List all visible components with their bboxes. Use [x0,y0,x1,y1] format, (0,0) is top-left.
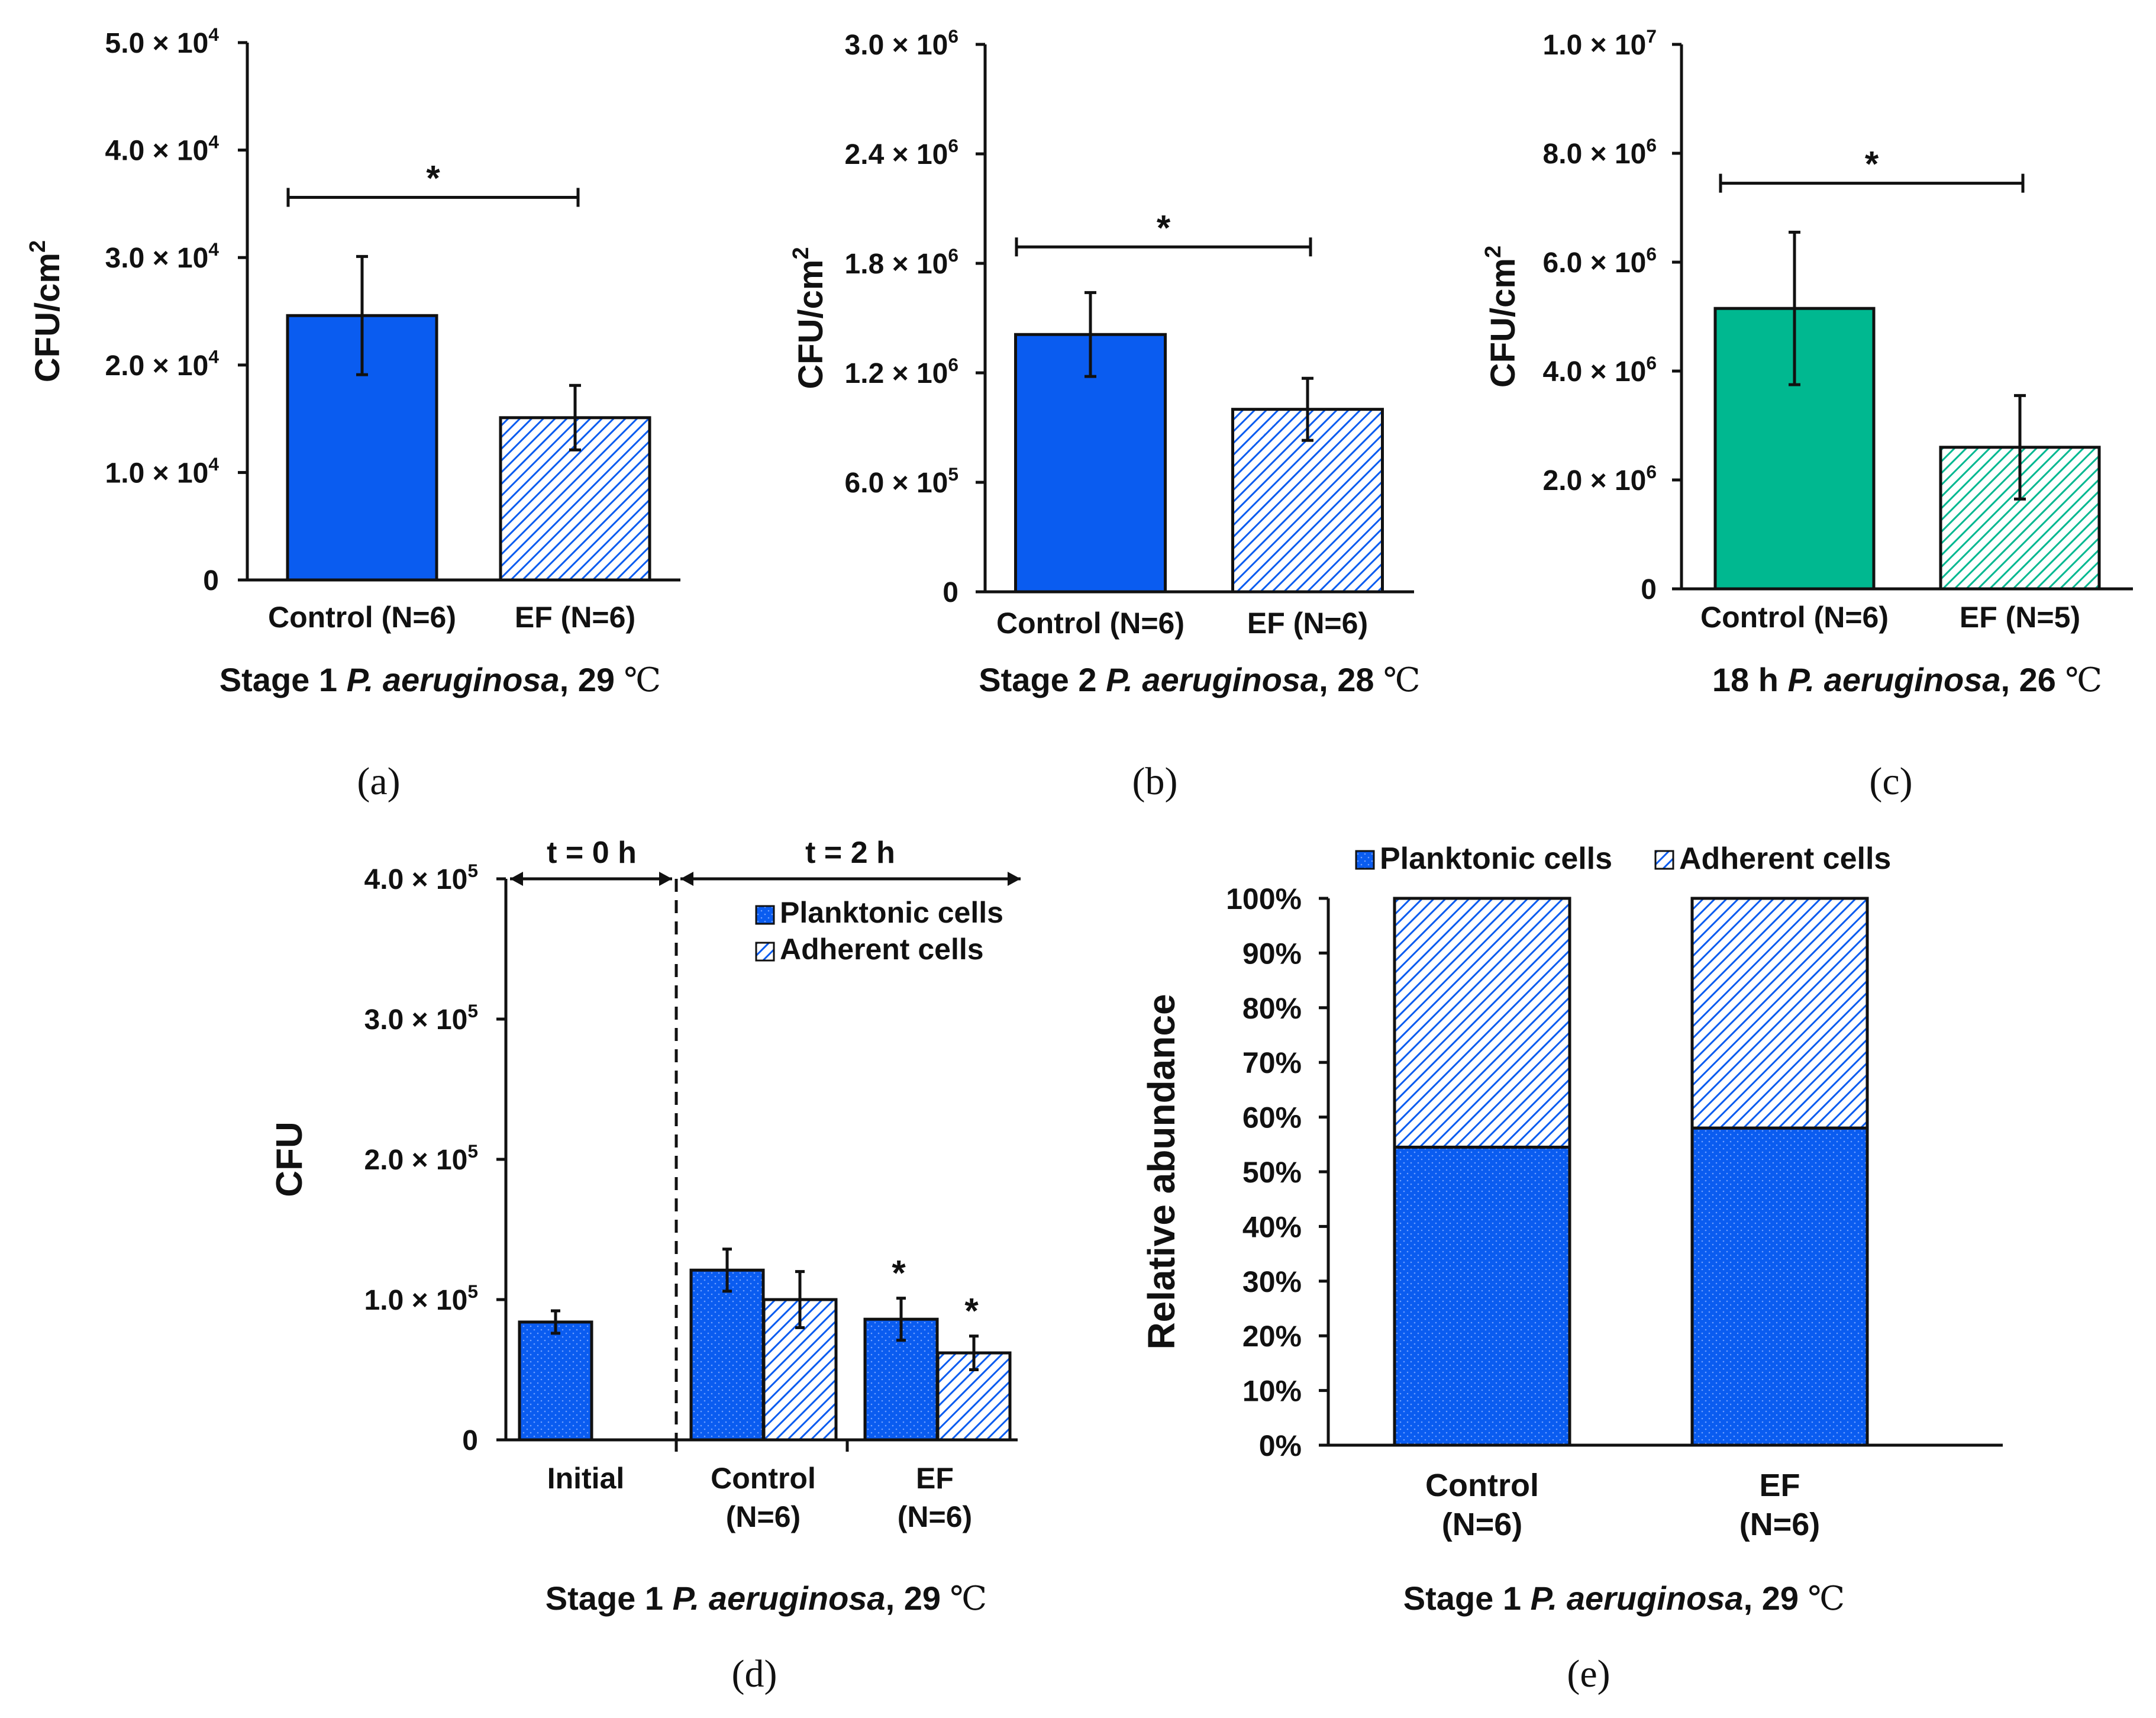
legend-label: Planktonic cells [780,896,1003,929]
y-axis-title: Relative abundance [1140,994,1183,1349]
x-category-label: EF [1759,1468,1800,1503]
y-axis-title: CFU [269,1121,310,1197]
y-tick-label: 4.0 × 106 [1543,352,1657,388]
x-category-label: EF [916,1462,954,1495]
legend-label: Adherent cells [1679,842,1891,876]
y-axis-title: CFU/cm2 [25,240,67,382]
y-tick-label: 8.0 × 106 [1543,134,1657,170]
panel-b: 0 6.0 × 105 1.2 × 106 1.8 × 106 2.4 × 106 3.0… [789,25,1421,803]
panel-c: 0 2.0 × 106 4.0 × 106 6.0 × 106 8.0 × 106 1.0… [1481,25,2133,803]
y-tick-label: 4.0 × 105 [364,860,478,895]
significance-star: * [892,1253,906,1293]
panel-label: (d) [732,1652,777,1696]
y-tick-label: 5.0 × 104 [105,24,220,59]
x-category-label: Control (N=6) [996,607,1184,640]
y-tick-label: 1.0 × 107 [1543,25,1657,61]
legend-swatch [1355,850,1375,870]
y-tick-label: 4.0 × 104 [105,131,220,166]
x-category-label: Control [1425,1468,1539,1503]
y-tick-label: 6.0 × 105 [845,463,958,499]
panel-caption: Stage 1 P. aeruginosa, 29 ℃ [220,661,661,700]
bar-segment [1690,897,1869,1130]
panel-caption: 18 h P. aeruginosa, 26 ℃ [1712,661,2102,700]
panel-e: 0% 10% 20% 30% 40% 50% 60% 70% 80% 90% 100% Relativ… [1140,842,2003,1696]
y-tick-label: 0 [943,577,958,608]
y-tick-label: 2.4 × 106 [845,135,958,170]
x-category-sublabel: (N=6) [1442,1507,1523,1542]
x-category-label: Control (N=6) [268,601,456,634]
y-tick-label: 3.0 × 106 [845,25,958,61]
legend-label: Planktonic cells [1380,842,1612,876]
x-category-label: Control [711,1462,816,1495]
y-axis-title: CFU/cm2 [1481,246,1522,388]
y-tick-label: 30% [1242,1265,1302,1298]
time-label-0h: t = 0 h [547,836,637,870]
y-tick-label: 1.2 × 106 [845,354,958,389]
y-tick-label: 60% [1242,1101,1302,1134]
y-tick-label: 1.0 × 105 [364,1281,478,1316]
significance-star: * [1157,208,1171,247]
y-tick-label: 1.8 × 106 [845,244,958,280]
bar [689,1268,765,1442]
legend-swatch [1654,850,1674,870]
y-tick-label: 2.0 × 104 [105,346,220,382]
y-tick-label: 50% [1242,1156,1302,1189]
legend-label: Adherent cells [780,933,984,966]
y-tick-label: 2.0 × 105 [364,1140,478,1176]
x-category-sublabel: (N=6) [1739,1507,1821,1542]
y-tick-label: 90% [1242,937,1302,970]
y-tick-label: 0 [1641,574,1657,605]
bar [518,1320,593,1442]
significance-star: * [426,159,440,198]
y-tick-label: 2.0 × 106 [1543,461,1657,497]
significance-star: * [1865,144,1879,184]
x-category-label: EF (N=5) [1960,601,2080,634]
panel-a: 0 1.0 × 104 2.0 × 104 3.0 × 104 4.0 × 104 5.0… [25,24,680,803]
panel-label: (c) [1869,760,1912,803]
x-category-label: EF (N=6) [515,601,635,634]
y-tick-label: 80% [1242,992,1302,1025]
panel-d: 0 1.0 × 105 2.0 × 105 3.0 × 105 4.0 × 105 CFU… [269,836,1021,1696]
y-tick-label: 10% [1242,1375,1302,1408]
y-tick-label: 0% [1259,1429,1302,1462]
panel-caption: Stage 1 P. aeruginosa, 29 ℃ [1403,1580,1845,1618]
panel-caption: Stage 1 P. aeruginosa, 29 ℃ [546,1580,987,1618]
x-category-sublabel: (N=6) [726,1500,801,1533]
x-category-label: Control (N=6) [1700,601,1889,634]
y-tick-label: 6.0 × 106 [1543,243,1657,279]
time-label-2h: t = 2 h [805,836,895,870]
y-tick-label: 1.0 × 104 [105,453,220,489]
y-tick-label: 0 [203,565,219,597]
y-tick-label: 100% [1226,882,1302,916]
legend-swatch [755,942,775,962]
y-tick-label: 3.0 × 104 [105,238,220,274]
x-category-sublabel: (N=6) [898,1500,972,1533]
y-tick-label: 40% [1242,1210,1302,1243]
legend-swatch [755,905,775,925]
panel-label: (b) [1132,760,1178,803]
bar-segment [1690,1126,1869,1447]
bar-segment [1393,1145,1571,1447]
y-tick-label: 0 [462,1425,478,1456]
panel-label: (e) [1567,1652,1610,1696]
y-axis-title: CFU/cm2 [789,247,830,389]
panel-label: (a) [357,760,400,803]
y-tick-label: 20% [1242,1320,1302,1353]
x-category-label: Initial [547,1462,625,1495]
bar-segment [1393,897,1571,1149]
y-tick-label: 70% [1242,1046,1302,1079]
y-tick-label: 3.0 × 105 [364,1000,478,1036]
significance-star: * [964,1291,979,1331]
x-category-label: EF (N=6) [1247,607,1368,640]
panel-caption: Stage 2 P. aeruginosa, 28 ℃ [979,661,1420,700]
